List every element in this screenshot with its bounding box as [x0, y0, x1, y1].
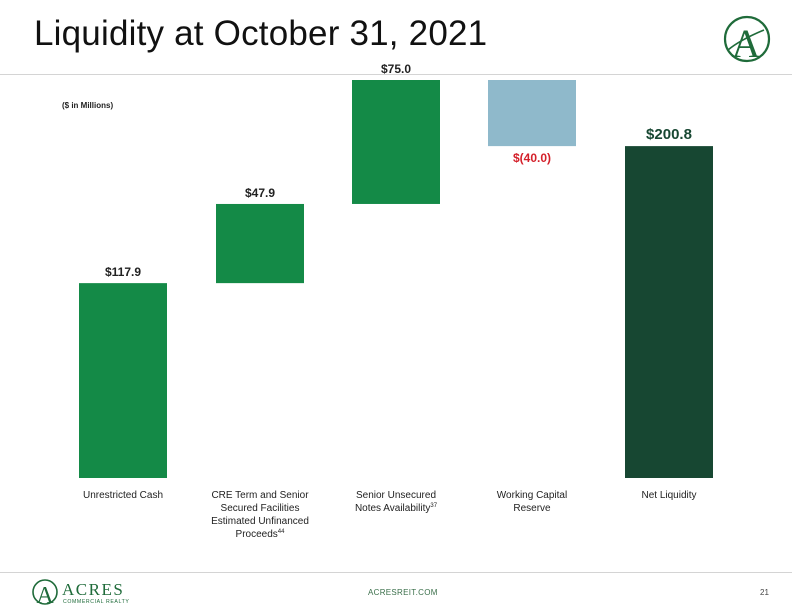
category-label-5: Net Liquidity	[641, 490, 696, 501]
bar-2	[216, 203, 304, 284]
bar-5	[625, 146, 713, 478]
bar-3	[352, 80, 440, 204]
data-label-4: $(40.0)	[513, 151, 551, 165]
data-label-2: $47.9	[245, 186, 275, 200]
footer-divider	[0, 572, 792, 573]
footer-logo-wordmark: ACRES	[62, 580, 124, 599]
bar-1	[79, 283, 167, 478]
category-label-3: Senior Unsecured Notes Availability37	[355, 490, 438, 514]
waterfall-chart: $117.9 Unrestricted Cash $47.9 CRE Term and…	[79, 62, 713, 540]
acres-footer-logo: A ACRES COMMERCIAL REALTY	[32, 579, 129, 608]
footer-logo-ring-icon	[32, 579, 58, 605]
bar-4	[488, 80, 576, 147]
category-label-1: Unrestricted Cash	[83, 490, 163, 501]
footer-website: ACRESREIT.COM	[368, 588, 438, 597]
data-label-5: $200.8	[646, 126, 692, 143]
data-label-3: $75.0	[381, 62, 411, 76]
slide-title: Liquidity at October 31, 2021	[34, 14, 488, 53]
category-label-2: CRE Term and Senior Secured Facilities Est…	[211, 490, 309, 540]
units-note: ($ in Millions)	[62, 101, 114, 110]
data-label-1: $117.9	[105, 265, 141, 279]
title-divider	[0, 74, 792, 75]
footer-logo-tagline: COMMERCIAL REALTY	[63, 599, 129, 605]
logo-letter: A	[732, 21, 761, 66]
page-number: 21	[760, 588, 769, 597]
category-label-4: Working Capital Reserve	[497, 490, 567, 514]
acres-logo-icon: A	[723, 15, 771, 66]
footer-logo-letter: A	[36, 583, 54, 608]
